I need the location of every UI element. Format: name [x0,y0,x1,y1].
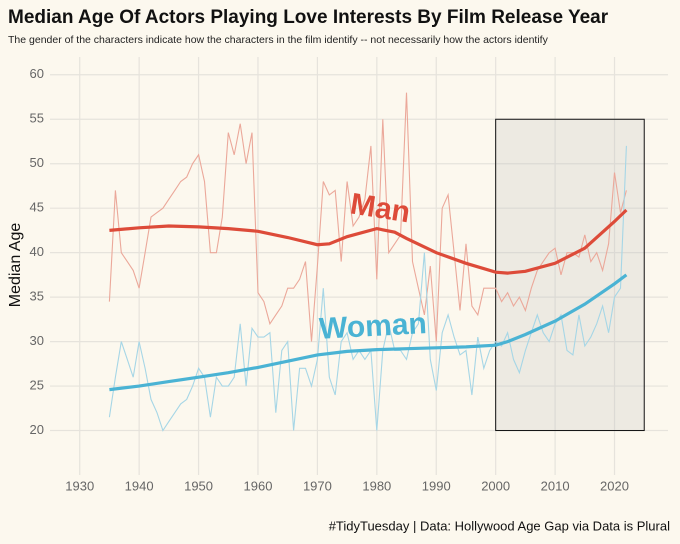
x-tick-label: 1960 [244,478,273,493]
x-tick-label: 1970 [303,478,332,493]
x-tick-label: 1930 [65,478,94,493]
x-tick-label: 1950 [184,478,213,493]
x-tick-label: 2020 [600,478,629,493]
y-tick-label: 55 [30,111,44,126]
x-tick-label: 1940 [125,478,154,493]
y-tick-label: 35 [30,289,44,304]
highlight-box [495,118,645,432]
y-tick-label: 20 [30,422,44,437]
x-tick-label: 2000 [481,478,510,493]
y-tick-label: 25 [30,378,44,393]
chart-title: Median Age Of Actors Playing Love Intere… [8,7,609,28]
x-tick-label: 1990 [422,478,451,493]
chart-subtitle: The gender of the characters indicate ho… [8,34,549,46]
trend-line [109,208,628,275]
caption: #TidyTuesday | Data: Hollywood Age Gap v… [329,518,670,533]
y-tick-label: 60 [30,66,44,81]
trend-line [109,273,628,392]
y-tick-label: 50 [30,155,44,170]
x-tick-label: 2010 [541,478,570,493]
series-label: Woman [318,307,427,346]
y-axis-label: Median Age [7,223,24,308]
y-tick-label: 30 [30,333,44,348]
y-tick-label: 45 [30,200,44,215]
y-tick-label: 40 [30,244,44,259]
x-tick-label: 1980 [362,478,391,493]
